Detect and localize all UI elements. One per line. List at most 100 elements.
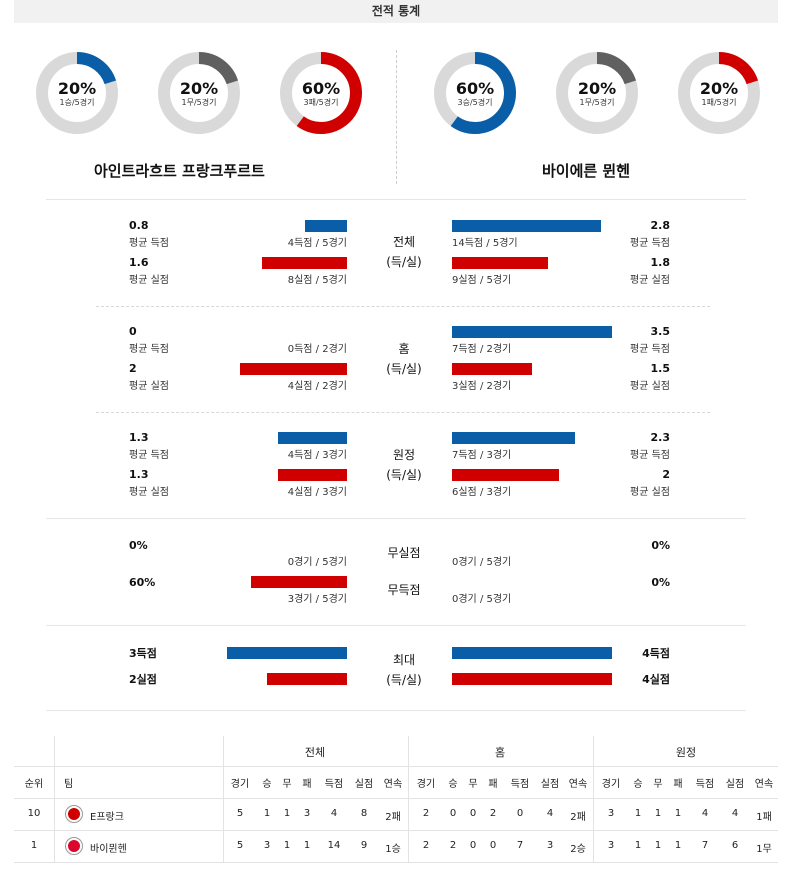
right-conceded-count: 3실점 / 2경기: [452, 381, 512, 392]
divider: [223, 736, 224, 862]
left-max-goals-bar: [227, 647, 347, 659]
column-header: 무: [653, 779, 663, 790]
right-failed-to-score-count: 0경기 / 5경기: [452, 594, 512, 605]
left-goals-count: 0득점 / 2경기: [287, 344, 347, 355]
right-clean-sheet-pct: 0%: [651, 539, 670, 552]
stat-cell: 3: [607, 840, 615, 851]
section-label-bottom: (득/실): [386, 362, 422, 376]
right-avg-goals-label: 평균 득점: [630, 344, 670, 355]
left-avg-conceded-label: 평균 실점: [129, 381, 169, 392]
section-label: 홈 (득/실): [372, 339, 436, 379]
right-conceded-bar: [452, 257, 548, 269]
right-avg-conceded: 1.8: [650, 256, 671, 269]
left-clean-sheet-pct: 0%: [129, 539, 148, 552]
right-goals-bar: [452, 220, 601, 232]
section-label-top: 원정: [392, 448, 416, 462]
left-draw-donut: 20% 1무/5경기: [156, 50, 242, 136]
column-header: 득점: [695, 779, 715, 790]
right-conceded-bar: [452, 363, 532, 375]
stat-cell: 9: [360, 840, 368, 851]
stat-cell: 3: [263, 840, 271, 851]
left-failed-to-score-bar: [251, 576, 347, 588]
divider: [396, 50, 397, 184]
divider: [14, 798, 778, 799]
donut-subtext: 1패/5경기: [701, 98, 737, 107]
right-goals-count: 7득점 / 3경기: [452, 450, 512, 461]
donut-percent: 60%: [301, 79, 341, 98]
stat-cell: 1: [283, 808, 291, 819]
right-goals-bar: [452, 326, 612, 338]
team-logo: [66, 806, 82, 822]
left-avg-conceded: 1.6: [129, 256, 149, 269]
left-conceded-bar: [262, 257, 347, 269]
stat-cell: 1: [654, 840, 662, 851]
right-avg-goals: 3.5: [650, 325, 671, 338]
left-avg-goals: 0: [129, 325, 137, 338]
stat-cell: 1무: [756, 844, 772, 855]
left-avg-goals: 0.8: [129, 219, 149, 232]
stat-cell: 8: [360, 808, 368, 819]
donut-percent: 20%: [57, 79, 97, 98]
left-conceded-count: 4실점 / 2경기: [287, 381, 347, 392]
stat-cell: 1: [263, 808, 271, 819]
donut-percent: 20%: [179, 79, 219, 98]
stat-cell: 6: [731, 840, 739, 851]
right-avg-goals-label: 평균 득점: [630, 238, 670, 249]
stat-cell: 2패: [570, 812, 586, 823]
left-loss-donut: 60% 3패/5경기: [278, 50, 364, 136]
section-title: 전적 통계: [14, 0, 778, 23]
stat-cell: 3: [546, 840, 554, 851]
rank-cell: 1: [30, 840, 38, 851]
divider: [14, 766, 778, 767]
home-team-name: 아인트라흐트 프랑크푸르트: [94, 162, 265, 180]
column-header: 승: [262, 779, 272, 790]
section-label-bottom: (득/실): [386, 255, 422, 269]
column-header: 무: [282, 779, 292, 790]
team-cell[interactable]: E프랑크: [90, 812, 124, 823]
left-conceded-count: 8실점 / 5경기: [287, 275, 347, 286]
donut-subtext: 3승/5경기: [457, 98, 493, 107]
stat-cell: 1패: [756, 812, 772, 823]
section-label-bottom: (득/실): [386, 468, 422, 482]
right-avg-conceded-label: 평균 실점: [630, 487, 670, 498]
team-logo: [66, 838, 82, 854]
divider: [54, 736, 55, 862]
rank-header: 순위: [24, 779, 44, 790]
column-header: 승: [448, 779, 458, 790]
left-max-conceded: 2실점: [129, 673, 157, 686]
group-header: 전체: [304, 746, 326, 759]
stat-cell: 1승: [385, 844, 401, 855]
column-header: 연속: [568, 779, 588, 790]
column-header: 연속: [383, 779, 403, 790]
divider: [96, 306, 710, 307]
section-label-bottom: (득/실): [386, 673, 422, 687]
right-max-goals-bar: [452, 647, 612, 659]
left-goals-count: 4득점 / 3경기: [287, 450, 347, 461]
section-label-top: 최대: [392, 653, 416, 667]
left-max-conceded-bar: [267, 673, 347, 685]
column-header: 승: [633, 779, 643, 790]
column-header: 경기: [601, 779, 621, 790]
stat-cell: 1: [654, 808, 662, 819]
left-max-goals: 3득점: [129, 647, 157, 660]
left-conceded-bar: [240, 363, 347, 375]
column-header: 경기: [230, 779, 250, 790]
right-avg-conceded: 2: [662, 468, 670, 481]
column-header: 패: [302, 779, 312, 790]
right-avg-conceded: 1.5: [650, 362, 671, 375]
right-goals-count: 7득점 / 2경기: [452, 344, 512, 355]
right-avg-goals: 2.8: [650, 219, 671, 232]
stat-cell: 4: [701, 808, 709, 819]
right-goals-count: 14득점 / 5경기: [452, 238, 518, 249]
donut-percent: 20%: [577, 79, 617, 98]
column-header: 실점: [725, 779, 745, 790]
left-win-donut: 20% 1승/5경기: [34, 50, 120, 136]
stat-cell: 1: [283, 840, 291, 851]
divider: [46, 710, 746, 711]
section-label: 전체 (득/실): [372, 232, 436, 272]
right-max-conceded-bar: [452, 673, 612, 685]
column-header: 득점: [510, 779, 530, 790]
stat-cell: 1: [303, 840, 311, 851]
team-cell[interactable]: 바이뮌헨: [90, 844, 127, 855]
left-goals-bar: [305, 220, 347, 232]
